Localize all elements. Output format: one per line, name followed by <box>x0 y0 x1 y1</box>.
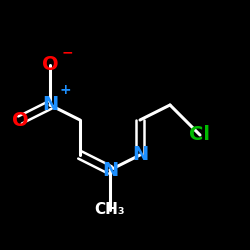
Text: N: N <box>132 146 148 165</box>
Text: N: N <box>42 96 58 114</box>
Text: O: O <box>42 56 58 74</box>
Text: N: N <box>102 160 118 180</box>
Text: O: O <box>12 110 28 130</box>
Text: Cl: Cl <box>190 126 210 144</box>
Text: CH₃: CH₃ <box>95 202 125 218</box>
Text: −: − <box>62 46 73 60</box>
Text: +: + <box>59 83 71 97</box>
